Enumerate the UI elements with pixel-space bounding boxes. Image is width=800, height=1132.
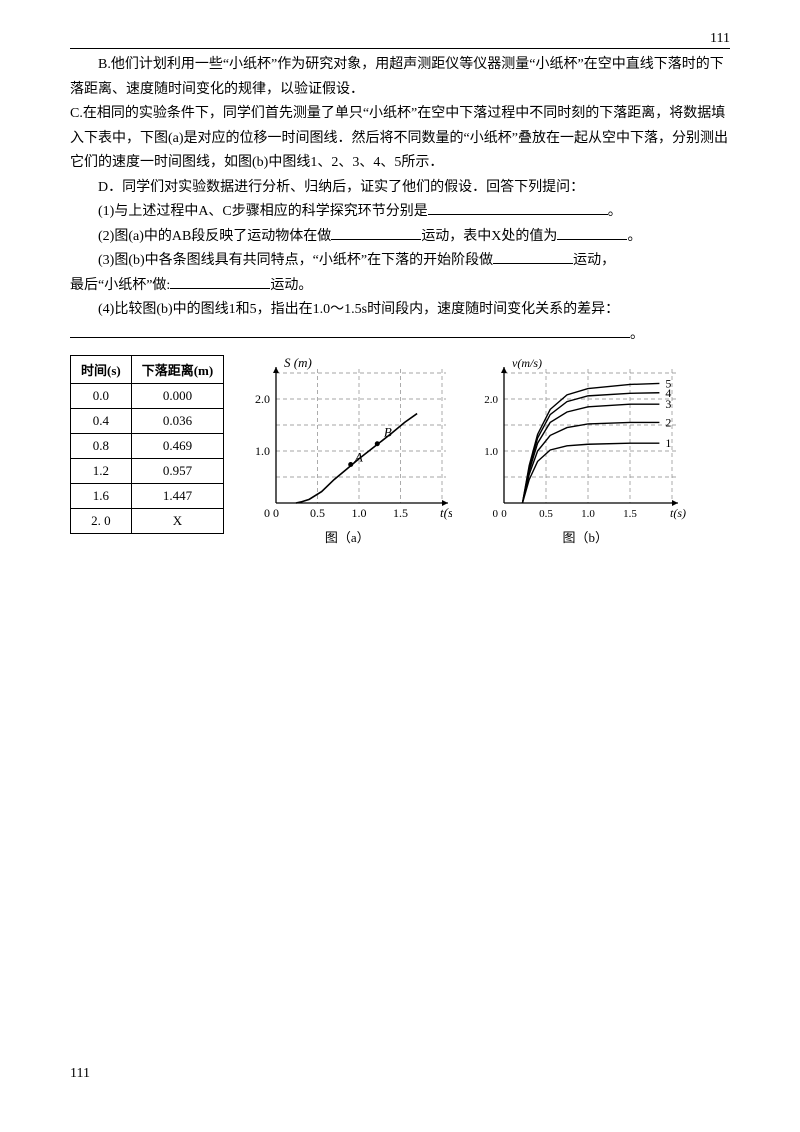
blank-q3b: [170, 275, 270, 289]
svg-text:0.5: 0.5: [539, 508, 553, 520]
body-text: B.他们计划利用一些“小纸杯”作为研究对象，用超声测距仪等仪器测量“小纸杯”在空…: [70, 53, 730, 347]
svg-text:1.0: 1.0: [352, 506, 367, 520]
chart-b: 00.51.01.51.02.00v(m/s)t(s)12345: [470, 355, 700, 525]
chart-b-caption: 图（b）: [562, 527, 608, 546]
svg-text:0: 0: [273, 506, 279, 520]
table-cell: 0.036: [131, 409, 224, 434]
data-table: 时间(s) 下落距离(m) 0.00.0000.40.0360.80.4691.…: [70, 355, 224, 534]
q3-post: 运动。: [270, 278, 312, 293]
page-number-top: 111: [710, 31, 730, 47]
q1-pre: (1)与上述过程中A、C步骤相应的科学探究环节分别是: [98, 204, 428, 219]
table-cell: 0.0: [71, 384, 132, 409]
table-cell: 1.2: [71, 459, 132, 484]
blank-q1: [428, 201, 608, 215]
para-d: D．同学们对实验数据进行分析、归纳后，证实了他们的假设．回答下列提问：: [70, 176, 730, 201]
chart-b-wrap: 00.51.01.51.02.00v(m/s)t(s)12345 图（b）: [470, 355, 700, 546]
svg-text:1.0: 1.0: [581, 508, 595, 520]
table-row: 0.80.469: [71, 434, 224, 459]
svg-text:0: 0: [264, 506, 270, 520]
svg-text:1.5: 1.5: [393, 506, 408, 520]
blank-q2a: [331, 226, 421, 240]
svg-text:1: 1: [666, 436, 672, 450]
chart-a: 0 0.5 1.0 1.5 1.0 2.0 0 S (m) t(s) A B: [242, 355, 452, 525]
table-cell: 2. 0: [71, 509, 132, 534]
q1-post: 。: [608, 204, 622, 219]
svg-text:S (m): S (m): [284, 355, 312, 370]
q3-mid: 运动，: [573, 253, 615, 268]
svg-text:t(s): t(s): [440, 505, 452, 520]
svg-text:B: B: [384, 424, 392, 439]
blank-q2b: [557, 226, 627, 240]
table-cell: 1.447: [131, 484, 224, 509]
svg-text:0.5: 0.5: [310, 506, 325, 520]
svg-text:1.0: 1.0: [255, 444, 270, 458]
q2-post: 。: [627, 229, 641, 244]
table-cell: 0.8: [71, 434, 132, 459]
blank-q3a: [493, 250, 573, 264]
q2-mid: 运动，表中X处的值为: [421, 229, 557, 244]
svg-text:v(m/s): v(m/s): [512, 356, 542, 370]
svg-text:2.0: 2.0: [255, 392, 270, 406]
svg-text:A: A: [354, 449, 363, 464]
svg-text:1.0: 1.0: [484, 446, 498, 458]
svg-text:5: 5: [666, 376, 672, 390]
para-c: C.在相同的实验条件下，同学们首先测量了单只“小纸杯”在空中下落过程中不同时刻的…: [70, 102, 730, 176]
para-b: B.他们计划利用一些“小纸杯”作为研究对象，用超声测距仪等仪器测量“小纸杯”在空…: [70, 53, 730, 102]
chart-a-wrap: 0 0.5 1.0 1.5 1.0 2.0 0 S (m) t(s) A B 图（a）: [242, 355, 452, 546]
svg-text:2: 2: [666, 415, 672, 429]
question-3-line1: (3)图(b)中各条图线具有共同特点，“小纸杯”在下落的开始阶段做 运动，: [70, 249, 730, 274]
table-cell: 0.4: [71, 409, 132, 434]
table-cell: 1.6: [71, 484, 132, 509]
svg-text:0: 0: [501, 508, 507, 520]
q3-pre: (3)图(b)中各条图线具有共同特点，“小纸杯”在下落的开始阶段做: [98, 253, 493, 268]
svg-text:t(s): t(s): [670, 506, 686, 520]
svg-text:0: 0: [493, 508, 499, 520]
table-row: 0.00.000: [71, 384, 224, 409]
table-row: 0.40.036: [71, 409, 224, 434]
q4-pre: (4)比较图(b)中的图线1和5，指出在1.0～1.5s时间段内，速度随时间变化…: [98, 302, 619, 317]
table-cell: 0.000: [131, 384, 224, 409]
th-time: 时间(s): [71, 356, 132, 384]
svg-text:2.0: 2.0: [484, 394, 498, 406]
table-row: 2. 0X: [71, 509, 224, 534]
question-3-line2: 最后“小纸杯”做: 运动。: [70, 274, 730, 299]
q4-post: 。: [630, 327, 644, 342]
top-rule: 111: [70, 48, 730, 49]
q3-line2-pre: 最后“小纸杯”做:: [70, 278, 170, 293]
page-number-bottom: 111: [70, 1066, 90, 1082]
table-row: 1.20.957: [71, 459, 224, 484]
table-cell: 0.957: [131, 459, 224, 484]
chart-a-caption: 图（a）: [325, 527, 370, 546]
blank-q4: [70, 324, 630, 338]
th-dist: 下落距离(m): [131, 356, 224, 384]
table-cell: X: [131, 509, 224, 534]
table-row: 1.61.447: [71, 484, 224, 509]
table-cell: 0.469: [131, 434, 224, 459]
question-4: (4)比较图(b)中的图线1和5，指出在1.0～1.5s时间段内，速度随时间变化…: [70, 298, 730, 323]
question-1: (1)与上述过程中A、C步骤相应的科学探究环节分别是 。: [70, 200, 730, 225]
question-4-blank: 。: [70, 323, 730, 348]
svg-text:1.5: 1.5: [623, 508, 637, 520]
q2-pre: (2)图(a)中的AB段反映了运动物体在做: [98, 229, 331, 244]
question-2: (2)图(a)中的AB段反映了运动物体在做 运动，表中X处的值为 。: [70, 225, 730, 250]
